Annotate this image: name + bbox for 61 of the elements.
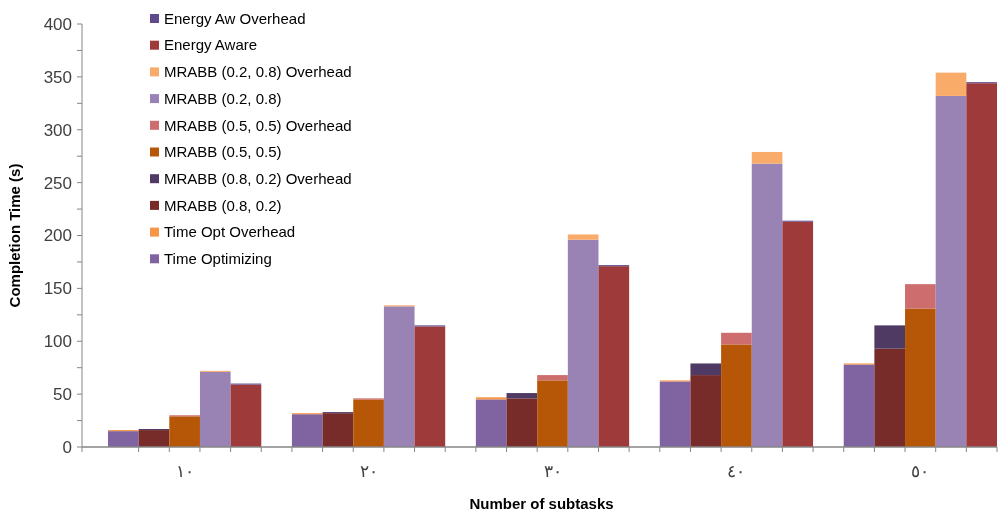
bar (567, 239, 599, 447)
bar (782, 221, 814, 447)
y-tick-label: 0 (62, 437, 72, 457)
legend-label: MRABB (0.5, 0.5) (164, 143, 282, 161)
bar (537, 380, 568, 447)
bar (138, 430, 170, 447)
bar (905, 308, 936, 447)
bar (690, 375, 722, 447)
bar (383, 306, 415, 447)
bar (169, 416, 200, 447)
y-tick-label: 300 (43, 120, 72, 140)
bar (935, 72, 967, 96)
bar (874, 348, 906, 447)
bar (751, 151, 783, 164)
bar (690, 363, 722, 376)
bar (721, 344, 752, 447)
legend-label: Time Optimizing (164, 250, 272, 268)
y-tick-label: 50 (53, 385, 72, 405)
legend-label: MRABB (0.8, 0.2) (164, 196, 282, 214)
y-axis-title: Completion Time (s) (6, 163, 23, 308)
legend-label: Energy Aw Overhead (164, 9, 306, 27)
bar (322, 413, 354, 447)
y-tick-label: 250 (43, 173, 72, 193)
x-tick-label: ٥٠ (911, 462, 930, 481)
legend-label: Time Opt Overhead (164, 223, 296, 241)
bar (874, 325, 906, 349)
legend-label: MRABB (0.5, 0.5) Overhead (164, 116, 352, 134)
y-tick-label: 400 (43, 14, 72, 34)
bar (108, 431, 139, 447)
bar (659, 381, 691, 447)
legend-label: Energy Aware (164, 36, 258, 54)
bar (475, 397, 507, 400)
bar (506, 398, 538, 447)
bar (751, 163, 783, 447)
y-tick-label: 150 (43, 279, 72, 299)
bar (567, 234, 599, 240)
y-tick-label: 200 (43, 226, 72, 246)
bar (935, 95, 967, 447)
bar (475, 399, 507, 447)
legend-label: MRABB (0.2, 0.8) (164, 89, 282, 107)
bar (230, 384, 262, 447)
bar (843, 364, 875, 447)
x-tick-label: ٣٠ (543, 462, 562, 481)
x-axis-title: Number of subtasks (469, 495, 614, 512)
bar (966, 83, 997, 447)
bar (905, 284, 936, 309)
bar (291, 414, 323, 447)
x-tick-label: ١٠ (175, 462, 194, 481)
bar (506, 393, 538, 399)
bar (199, 371, 231, 447)
legend-label: MRABB (0.2, 0.8) Overhead (164, 63, 352, 81)
bar (598, 266, 630, 447)
x-tick-label: ٤٠ (727, 462, 746, 481)
y-tick-label: 100 (43, 332, 72, 352)
y-tick-label: 350 (43, 67, 72, 87)
bar (353, 399, 384, 447)
bar (721, 332, 752, 345)
bar (414, 326, 446, 447)
bar (537, 375, 568, 381)
legend-label: MRABB (0.8, 0.2) Overhead (164, 169, 352, 187)
x-tick-label: ٢٠ (359, 462, 378, 481)
